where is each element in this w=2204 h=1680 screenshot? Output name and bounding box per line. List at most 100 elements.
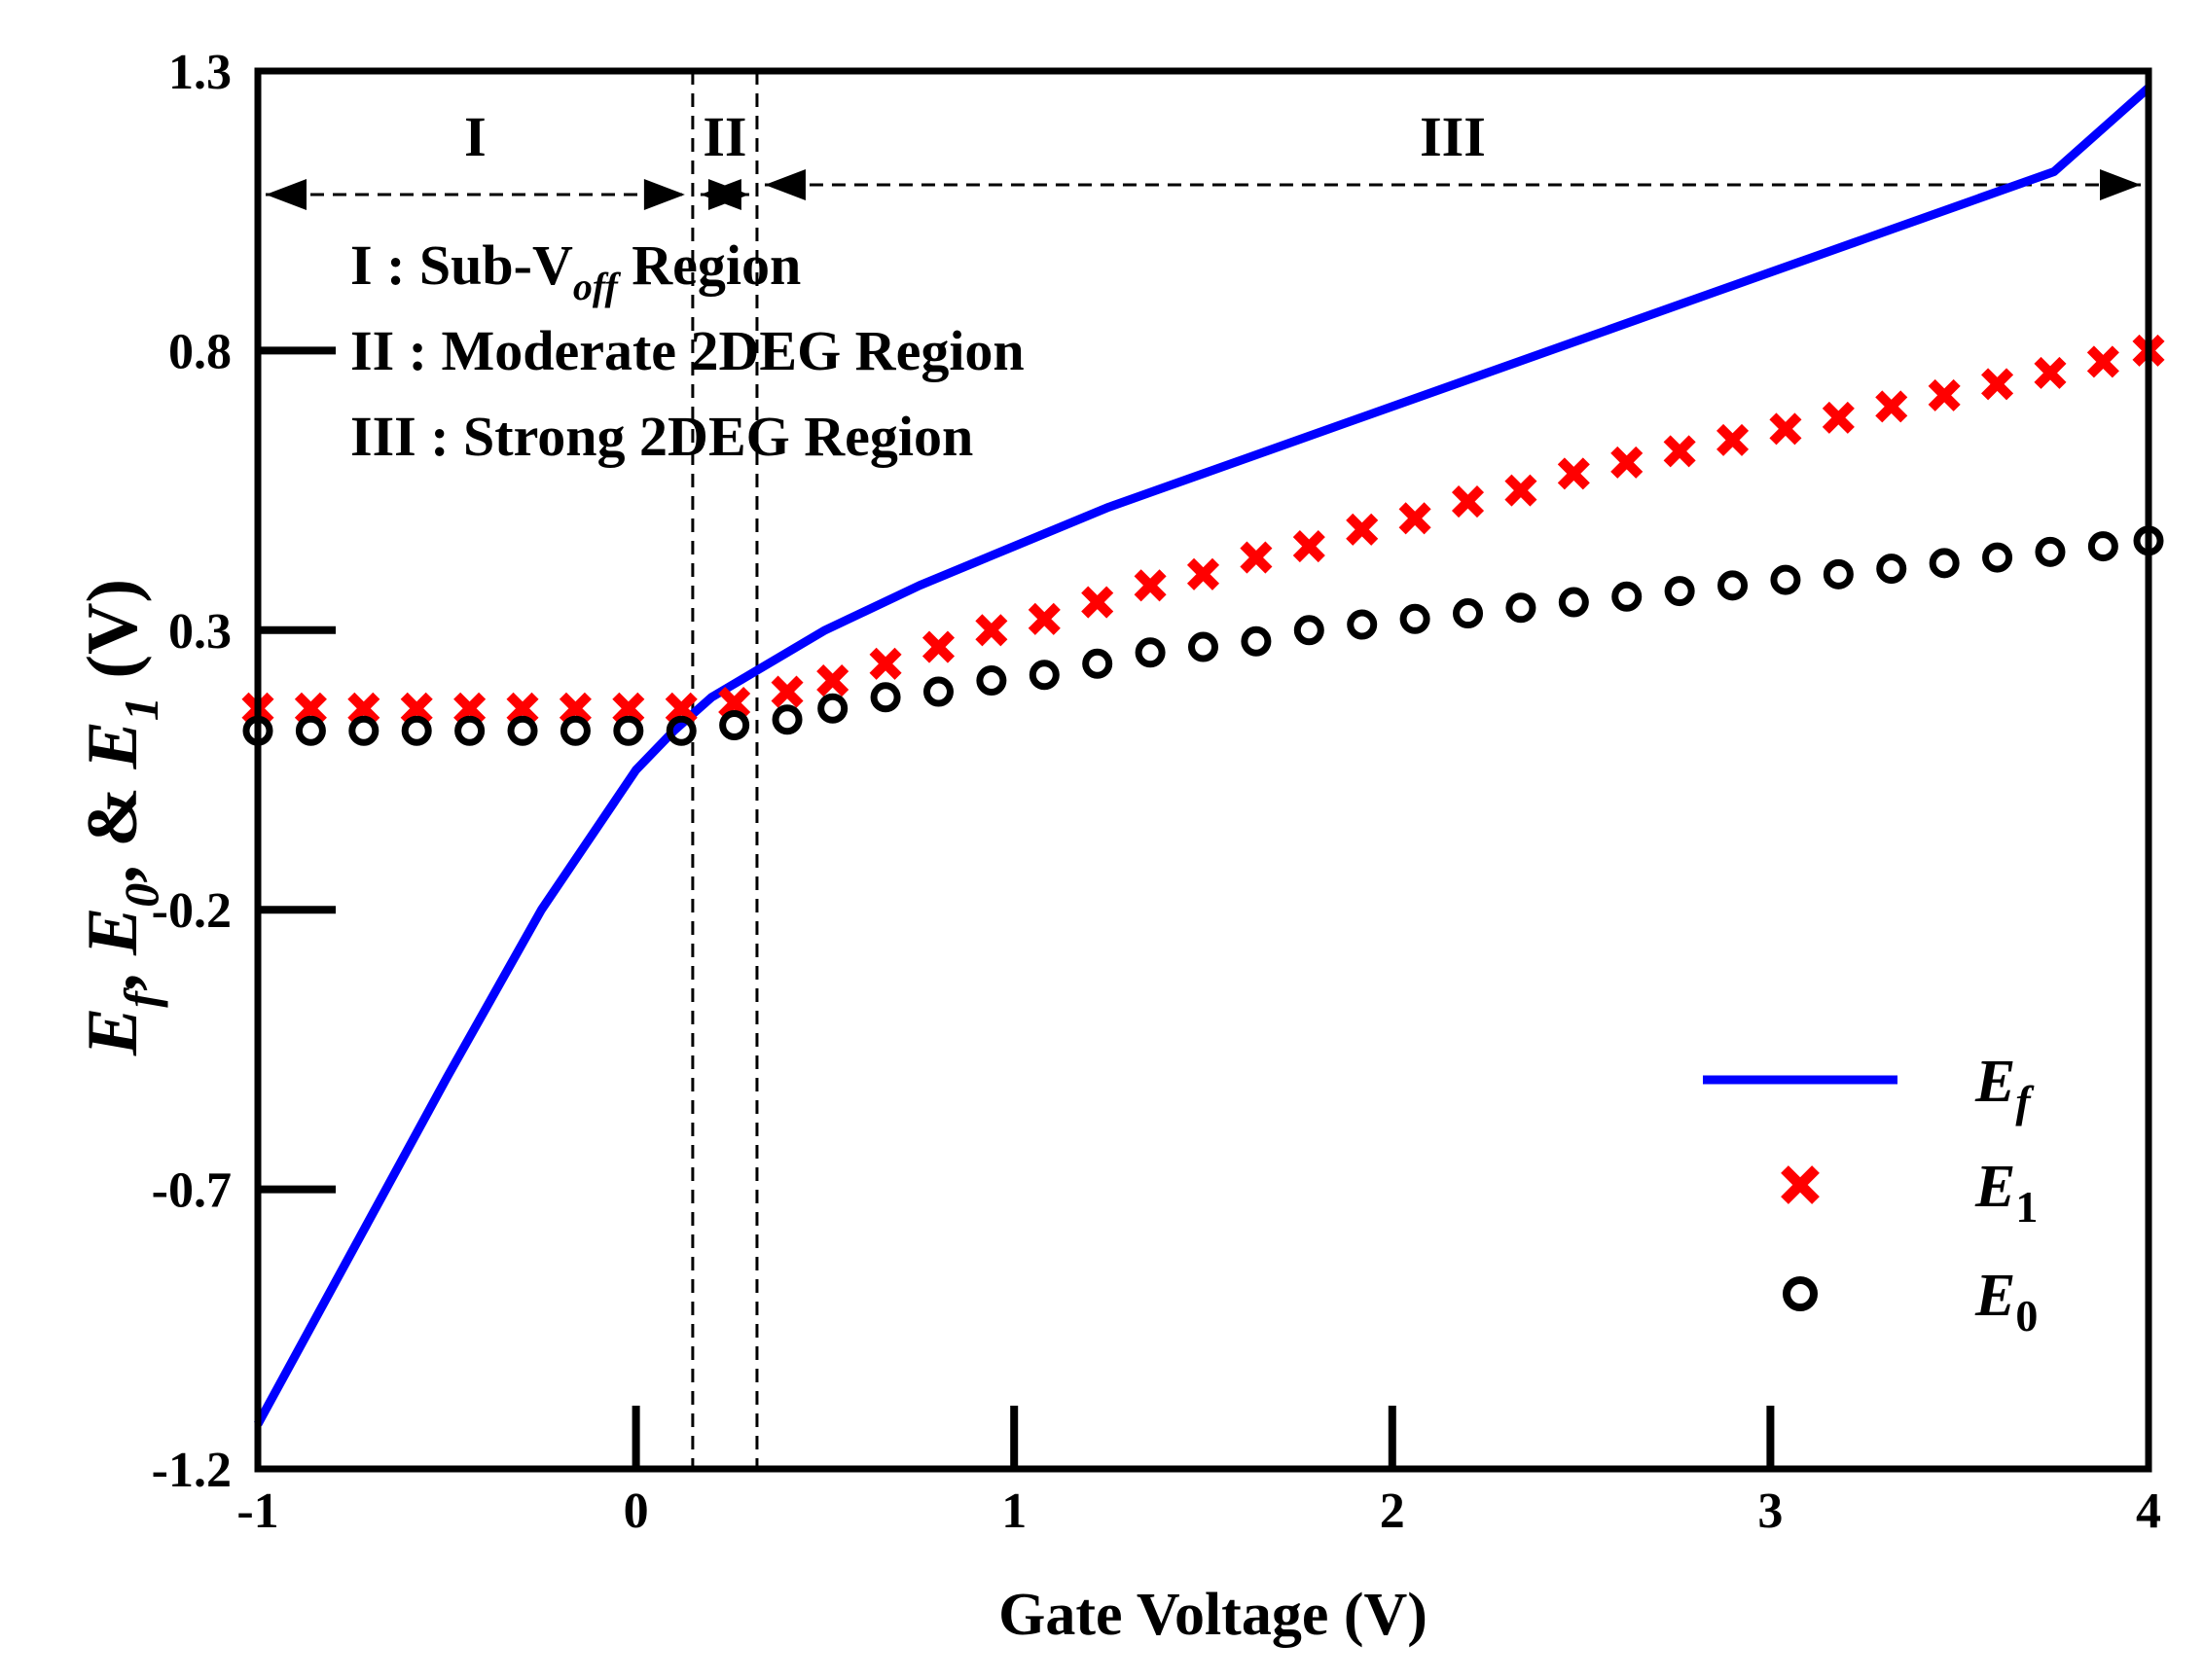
y-axis-title-part: E [73,721,153,769]
y-axis-title-subscript: f [114,987,168,1008]
data-point-E1 [1028,602,1061,635]
region-description-1: I : Sub-Voff Region [350,233,801,308]
y-axis-title-subscript: 0 [114,883,168,908]
region-description-text: I : Sub-V [350,233,573,297]
legend-label-Ef: Ef [1974,1049,2035,1126]
data-point-E0 [817,693,849,724]
legend-label-subscript: 0 [2015,1291,2038,1340]
data-point-E0 [295,715,326,746]
legend-label-main: E [1974,1154,2015,1220]
data-point-E0 [1241,626,1272,657]
data-point-E0 [454,715,486,746]
data-point-E0 [2035,536,2066,567]
y-axis-title-part: (V) [73,579,153,697]
data-point-E1 [347,692,380,725]
series-line-Ef [254,84,2151,1427]
data-point-E0 [507,715,538,746]
x-axis-title: Gate Voltage (V) [998,1582,1427,1648]
data-point-E1 [1240,541,1273,574]
data-point-E1 [1557,457,1590,490]
data-point-E0 [976,665,1007,697]
legend-swatch-E0 [1783,1276,1818,1311]
region-description-text: III : Strong 2DEG Region [350,405,973,468]
data-point-E0 [613,715,644,746]
region-span-arrowhead-right-3 [2100,169,2141,200]
data-point-E0 [1135,637,1166,668]
data-point-E0 [1876,554,1907,585]
plot-frame [254,67,2152,1473]
x-tick-label: 0 [624,1483,649,1539]
y-tick-label: 0.3 [168,604,232,660]
data-point-E0 [1717,570,1749,601]
data-point-E1 [1875,390,1908,423]
region-span-arrowhead-left-1 [266,179,307,210]
x-tick-label: -1 [236,1483,278,1539]
data-point-E1 [1769,412,1802,446]
y-axis-title-part: , & [73,769,153,883]
data-point-E1 [1663,435,1696,468]
x-tick-label: 2 [1380,1483,1405,1539]
data-point-E1 [771,675,804,708]
data-point-E0 [401,715,432,746]
data-point-E0 [560,715,591,746]
data-point-E1 [1346,513,1379,546]
data-point-E1 [1928,378,1961,411]
data-point-E0 [1770,564,1801,595]
y-axis-title-part: , [73,955,153,991]
region-description-2: II : Moderate 2DEG Region [350,319,1025,382]
data-point-E1 [559,692,592,725]
data-point-E1 [612,692,645,725]
data-point-E1 [1081,586,1114,619]
axes [254,67,2152,1473]
region-markers [266,71,2141,1469]
data-point-E0 [1505,592,1536,624]
data-point-E0 [1082,648,1113,679]
data-point-E0 [1929,548,1960,579]
y-axis-title-subscript: 1 [114,697,168,721]
region-label-3: III [1420,105,1486,168]
data-point-E1 [975,614,1008,647]
region-description-suffix: Region [618,233,802,297]
data-point-E1 [294,692,327,725]
data-point-E1 [2086,345,2119,378]
y-tick-label: 0.8 [168,324,232,379]
data-point-E0 [1823,558,1854,590]
region-span-arrowhead-right-1 [643,179,685,210]
data-point-E1 [1504,474,1537,507]
data-point-E0 [1982,542,2013,573]
data-point-E1 [1981,368,2014,401]
x-tick-label: 1 [1001,1483,1027,1539]
data-point-E1 [453,692,487,725]
y-tick-label: -0.2 [152,883,232,939]
y-tick-label: -1.2 [152,1443,232,1498]
data-point-E1 [869,647,902,680]
region-description-3: III : Strong 2DEG Region [350,405,973,468]
data-point-E1 [506,692,539,725]
data-point-E0 [2087,531,2118,562]
region-span-arrowhead-left-3 [764,169,806,200]
data-point-E0 [348,715,379,746]
data-point-E0 [922,676,954,707]
data-point-E0 [1188,631,1218,662]
data-point-E1 [1398,502,1431,535]
data-point-E0 [1453,598,1484,629]
x-tick-label: 4 [2136,1483,2161,1539]
y-axis-title-part: E [73,1008,153,1056]
data-point-E0 [1293,615,1324,646]
data-point-E1 [1610,446,1644,479]
y-axis-title-part: E [73,908,153,956]
data-point-E0 [666,715,697,746]
data-point-E0 [772,704,803,735]
legend-swatch-E1 [1781,1165,1820,1204]
legend-label-main: E [1974,1263,2015,1329]
region-label-1: I [464,105,487,168]
data-point-E0 [870,682,901,713]
data-point-E1 [816,663,849,697]
y-axis-title: Ef, E0, & E1 (V) [73,579,168,1056]
data-point-E1 [1451,485,1485,518]
legend-label-subscript: 1 [2015,1182,2038,1232]
data-point-E0 [719,710,750,741]
